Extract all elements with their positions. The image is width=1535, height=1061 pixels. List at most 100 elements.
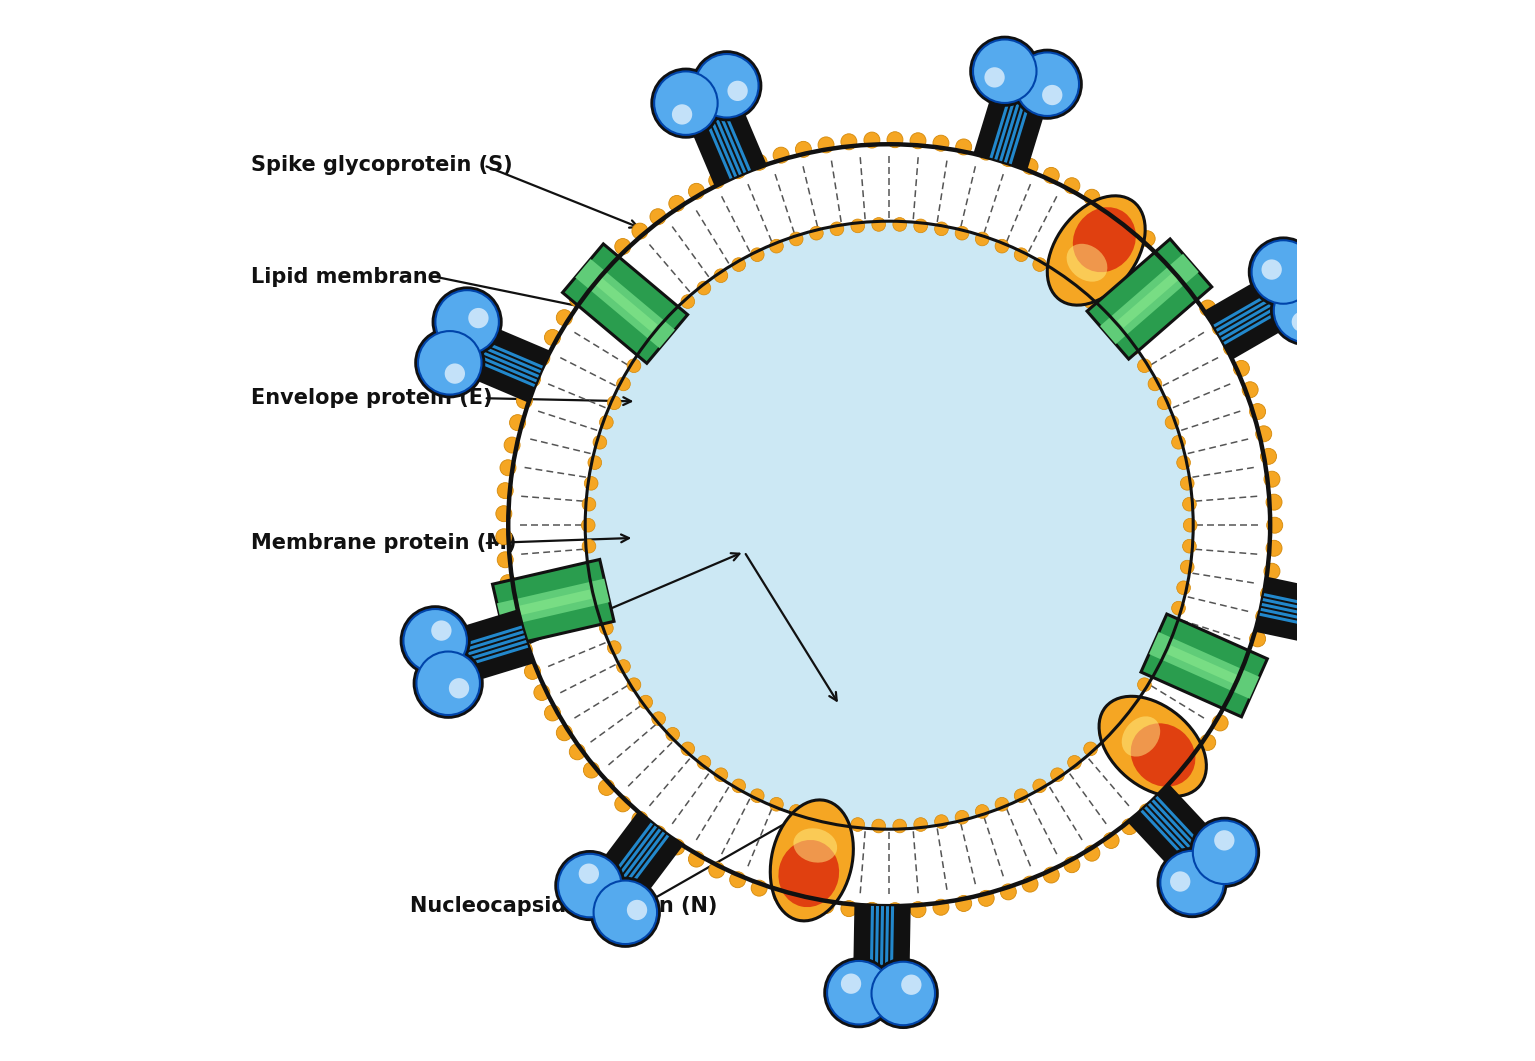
Circle shape	[1234, 361, 1249, 377]
Polygon shape	[1205, 274, 1297, 359]
Circle shape	[1256, 609, 1271, 625]
Circle shape	[1187, 753, 1202, 769]
Circle shape	[1171, 263, 1188, 279]
Circle shape	[709, 172, 725, 189]
Circle shape	[827, 961, 890, 1025]
Circle shape	[975, 232, 989, 246]
Circle shape	[588, 581, 602, 594]
Circle shape	[1171, 771, 1188, 787]
Circle shape	[1223, 340, 1239, 355]
Circle shape	[639, 695, 652, 709]
Circle shape	[639, 342, 652, 355]
Circle shape	[445, 364, 465, 384]
Polygon shape	[1141, 614, 1268, 717]
Circle shape	[1137, 678, 1151, 692]
Circle shape	[872, 819, 886, 833]
Circle shape	[418, 331, 482, 395]
Circle shape	[583, 762, 599, 778]
Circle shape	[652, 325, 666, 338]
Circle shape	[1139, 804, 1156, 820]
Circle shape	[1022, 158, 1038, 174]
Circle shape	[1156, 787, 1171, 804]
Circle shape	[850, 818, 864, 832]
Circle shape	[984, 67, 1005, 88]
Circle shape	[404, 609, 467, 673]
Circle shape	[500, 575, 516, 591]
Circle shape	[697, 281, 711, 295]
Circle shape	[617, 377, 631, 390]
Circle shape	[1148, 377, 1162, 390]
Circle shape	[651, 68, 721, 139]
Circle shape	[1139, 230, 1156, 247]
Circle shape	[1001, 884, 1016, 900]
Circle shape	[1274, 279, 1337, 343]
Circle shape	[956, 895, 972, 911]
Circle shape	[413, 647, 484, 719]
Circle shape	[867, 958, 939, 1029]
Circle shape	[416, 651, 480, 715]
Polygon shape	[1256, 577, 1340, 647]
Circle shape	[955, 811, 969, 824]
Circle shape	[1165, 622, 1179, 634]
Polygon shape	[1150, 632, 1259, 699]
Circle shape	[1260, 586, 1277, 602]
Circle shape	[503, 437, 520, 453]
Circle shape	[1064, 856, 1081, 873]
Ellipse shape	[771, 800, 853, 921]
Circle shape	[534, 684, 550, 700]
Circle shape	[1104, 833, 1119, 849]
Circle shape	[935, 222, 949, 236]
Circle shape	[751, 881, 768, 897]
Circle shape	[1084, 846, 1101, 862]
Circle shape	[582, 539, 596, 553]
Circle shape	[1248, 237, 1319, 308]
Circle shape	[582, 498, 596, 511]
Circle shape	[830, 222, 844, 236]
Polygon shape	[576, 259, 675, 348]
Circle shape	[729, 162, 746, 178]
Circle shape	[525, 663, 540, 679]
Circle shape	[1016, 52, 1079, 116]
Circle shape	[496, 506, 511, 522]
Polygon shape	[973, 82, 1050, 169]
Circle shape	[585, 476, 599, 490]
Circle shape	[1242, 653, 1259, 668]
Circle shape	[1177, 456, 1191, 469]
Circle shape	[691, 50, 763, 121]
Circle shape	[1251, 240, 1315, 303]
Circle shape	[628, 359, 640, 372]
Circle shape	[496, 528, 511, 544]
Circle shape	[672, 104, 692, 124]
Circle shape	[978, 890, 995, 906]
Circle shape	[1269, 275, 1342, 346]
Circle shape	[503, 597, 520, 613]
Circle shape	[823, 957, 895, 1028]
Polygon shape	[593, 275, 657, 332]
Circle shape	[872, 218, 886, 231]
Ellipse shape	[794, 829, 837, 863]
Circle shape	[1180, 476, 1194, 490]
Circle shape	[732, 258, 746, 272]
Text: ssRNA: ssRNA	[428, 639, 503, 659]
Circle shape	[1193, 820, 1256, 884]
Circle shape	[1125, 695, 1139, 709]
Circle shape	[588, 456, 602, 469]
Circle shape	[728, 81, 748, 101]
Circle shape	[508, 144, 1269, 906]
Circle shape	[1068, 281, 1081, 295]
Circle shape	[1064, 177, 1081, 194]
Circle shape	[559, 854, 622, 918]
Circle shape	[729, 872, 746, 888]
Circle shape	[1171, 435, 1185, 449]
Circle shape	[468, 308, 488, 328]
Circle shape	[516, 642, 533, 658]
Circle shape	[516, 393, 533, 408]
Circle shape	[600, 416, 614, 429]
Circle shape	[1260, 449, 1277, 465]
Circle shape	[978, 144, 995, 160]
Circle shape	[1183, 519, 1197, 532]
Circle shape	[769, 240, 783, 253]
Polygon shape	[562, 244, 688, 363]
Circle shape	[697, 755, 711, 769]
Circle shape	[956, 139, 972, 155]
